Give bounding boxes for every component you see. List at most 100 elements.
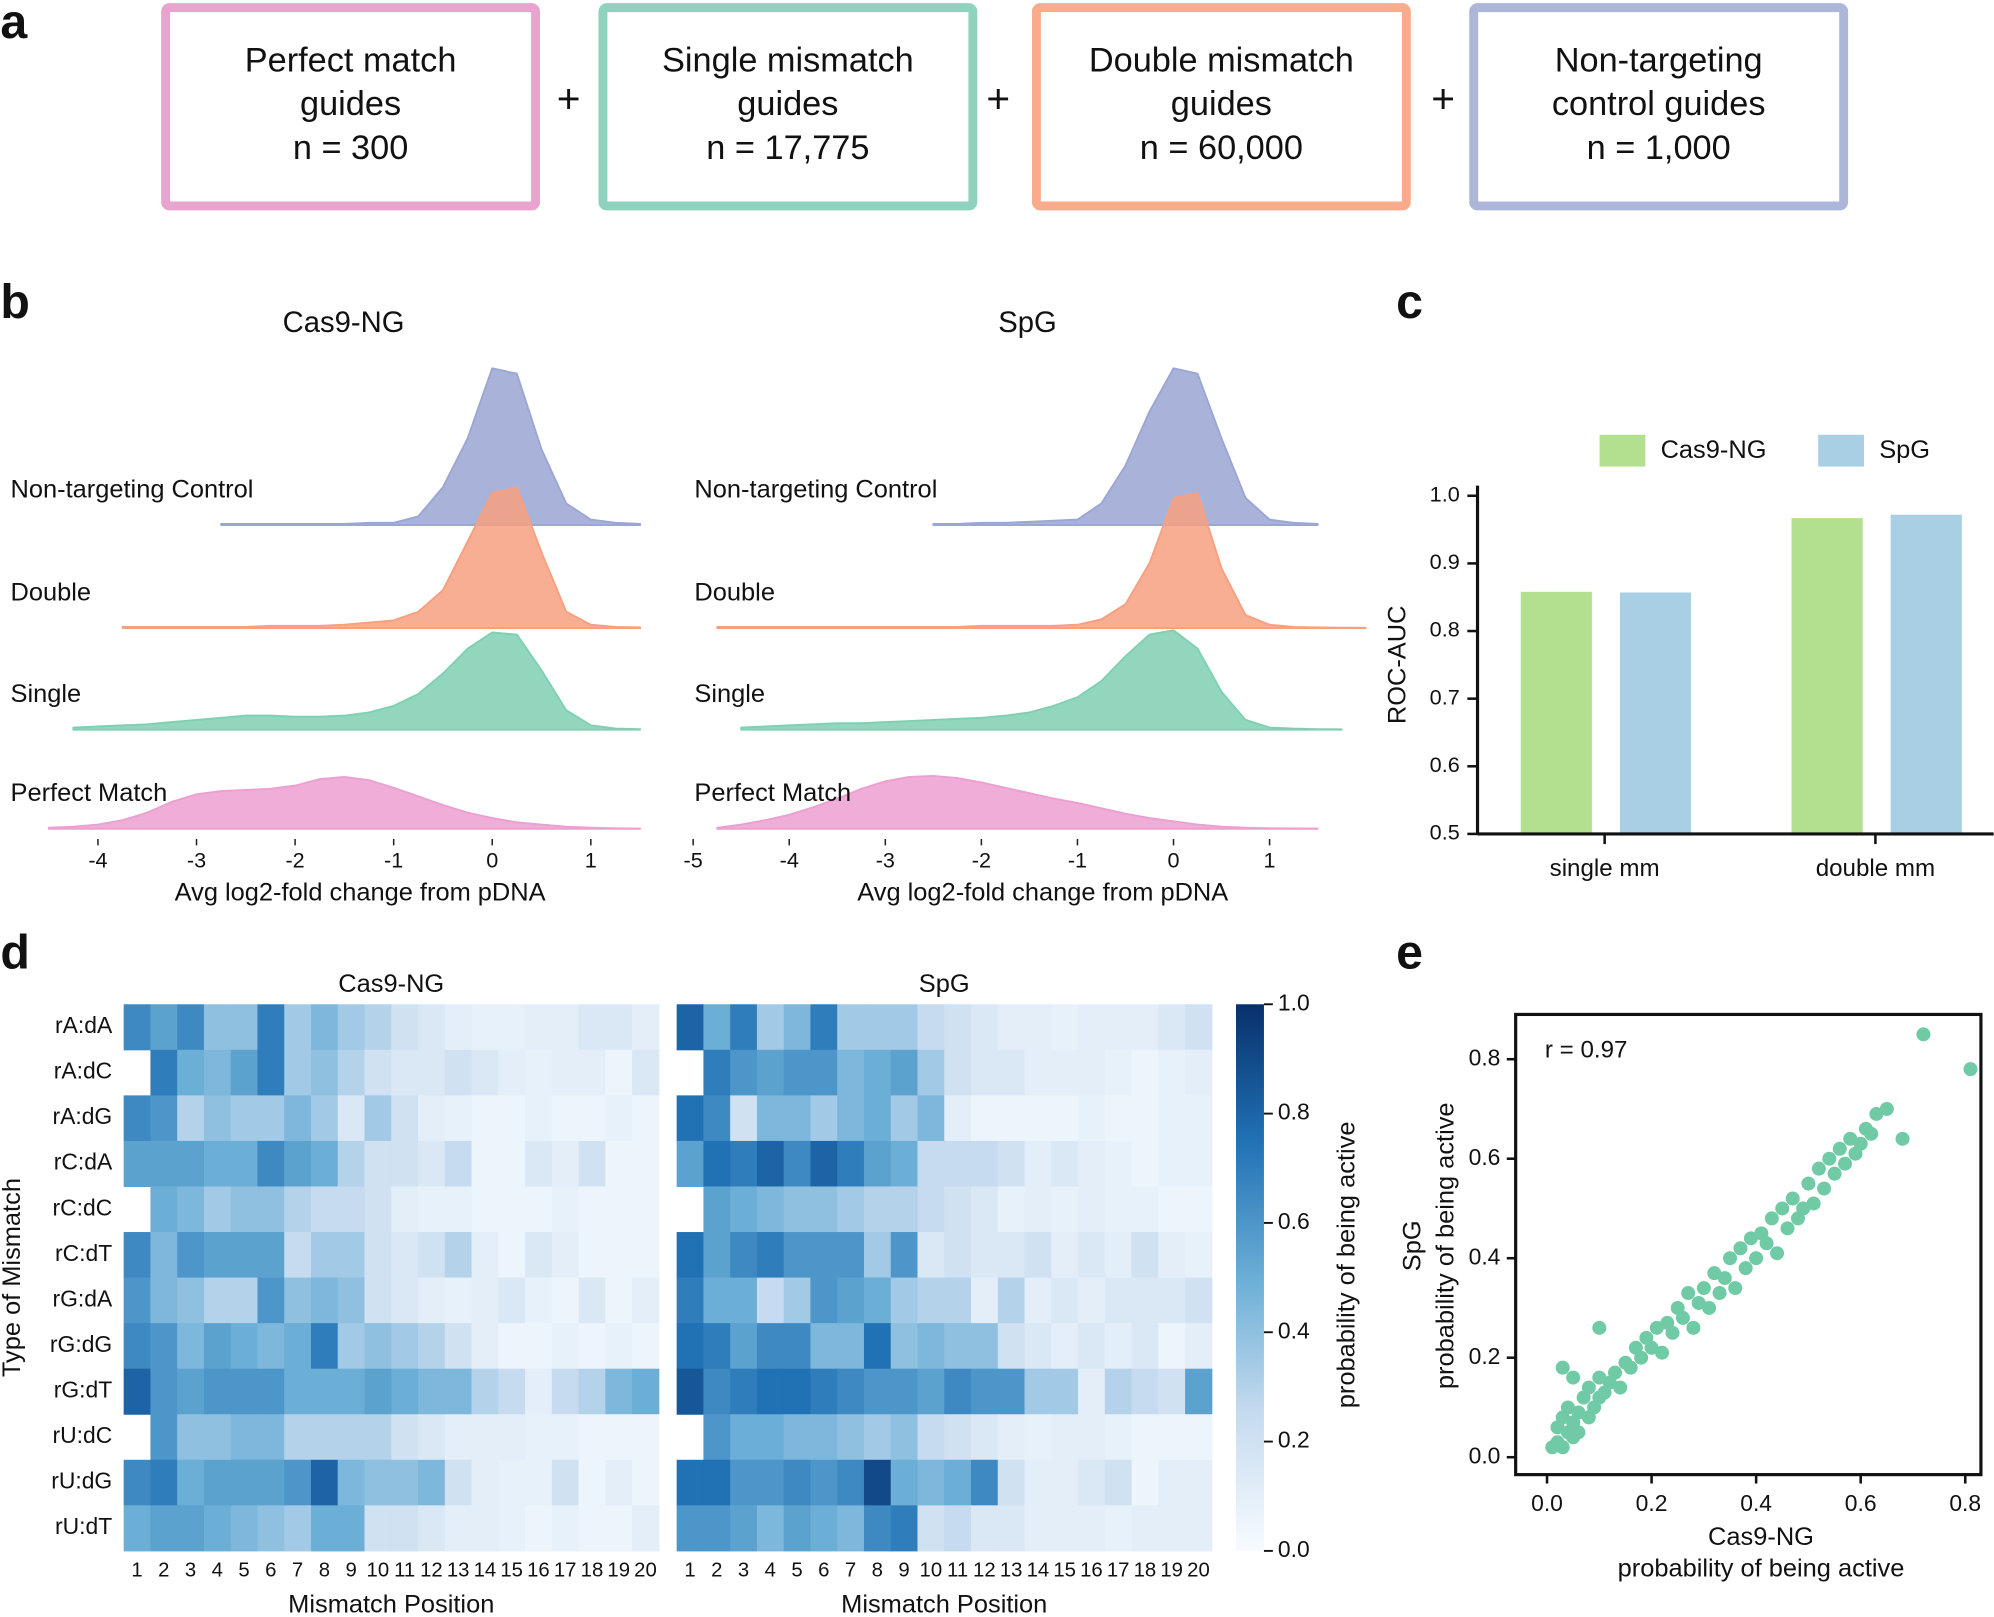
scatter-point xyxy=(1785,1191,1800,1206)
heatmap-cell xyxy=(1051,1368,1079,1415)
heatmap-cell xyxy=(391,1323,419,1370)
x-tick-label: 16 xyxy=(527,1560,550,1582)
heatmap-cell xyxy=(917,1414,945,1461)
scatter-point xyxy=(1581,1380,1596,1395)
heatmap-cell xyxy=(418,1414,446,1461)
heatmap-cell xyxy=(756,1186,785,1233)
heatmap-cell xyxy=(837,1414,865,1461)
heatmap-cell xyxy=(471,1459,499,1506)
heatmap-cell xyxy=(837,1049,865,1096)
scatter-point xyxy=(1749,1251,1764,1266)
heatmap-cell xyxy=(810,1232,838,1279)
heatmap-cell xyxy=(391,1186,419,1233)
x-tick-label: 20 xyxy=(634,1560,657,1582)
heatmap-cell xyxy=(917,1232,945,1279)
heatmap-cell xyxy=(703,1323,731,1370)
y-tick-label: rC:dT xyxy=(55,1240,112,1266)
y-tick-label: 0.5 xyxy=(1430,820,1460,845)
scatter-point xyxy=(1796,1201,1811,1216)
heatmap-cell xyxy=(1078,1049,1106,1096)
scatter-point xyxy=(1738,1261,1753,1276)
heatmap-cell xyxy=(418,1368,446,1415)
heatmap-cell xyxy=(971,1323,999,1370)
heatmap-cell xyxy=(1185,1505,1213,1552)
chart-title: SpG xyxy=(998,307,1056,339)
heatmap-cell xyxy=(230,1095,258,1142)
heatmap-cell xyxy=(944,1140,972,1187)
heatmap-cell xyxy=(1185,1095,1213,1142)
heatmap-cell xyxy=(1104,1277,1133,1324)
heatmap-cell xyxy=(123,1323,151,1370)
x-axis-label: Avg log2-fold change from pDNA xyxy=(857,878,1228,906)
heatmap-cell xyxy=(997,1277,1026,1324)
heatmap-cell xyxy=(471,1232,499,1279)
x-axis-label: Cas9-NG xyxy=(1708,1523,1814,1551)
scatter-point xyxy=(1675,1310,1690,1325)
scatter-point xyxy=(1838,1156,1852,1171)
heatmap-cell xyxy=(391,1368,419,1415)
x-tick-label: 10 xyxy=(920,1560,943,1582)
heatmap-cell xyxy=(471,1368,499,1415)
heatmap-cell xyxy=(310,1323,339,1370)
heatmap-cell xyxy=(944,1004,972,1051)
chart-title: Cas9-NG xyxy=(283,307,405,339)
panel-label: c xyxy=(1396,275,1423,329)
scatter-point xyxy=(1555,1360,1570,1375)
heatmap-cell xyxy=(944,1414,972,1461)
heatmap-cell xyxy=(971,1505,999,1552)
heatmap-cell xyxy=(1158,1414,1186,1461)
heatmap-cell xyxy=(863,1186,892,1233)
heatmap-cell xyxy=(1131,1459,1159,1506)
heatmap-cell xyxy=(525,1459,553,1506)
heatmap-cell xyxy=(203,1232,232,1279)
scatter-point xyxy=(1869,1106,1884,1121)
heatmap-cell xyxy=(150,1414,178,1461)
heatmap-cell xyxy=(1024,1004,1052,1051)
heatmap-cell xyxy=(230,1049,258,1096)
heatmap-cell xyxy=(203,1505,232,1552)
heatmap-cell xyxy=(810,1414,838,1461)
plus-sign: + xyxy=(1431,75,1455,121)
x-tick-label: 0 xyxy=(1168,848,1180,873)
y-tick-label: rU:dC xyxy=(52,1422,112,1448)
x-tick-label: 8 xyxy=(872,1560,883,1582)
heatmap-cell xyxy=(632,1368,660,1415)
heatmap-cell xyxy=(498,1049,526,1096)
colorbar-tick-label: 1.0 xyxy=(1278,989,1310,1015)
heatmap-cell xyxy=(1024,1368,1052,1415)
scatter-point xyxy=(1571,1425,1586,1440)
heatmap-cell xyxy=(756,1368,785,1415)
x-tick-label: -5 xyxy=(684,848,703,873)
heatmap-cell xyxy=(310,1095,339,1142)
heatmap-cell xyxy=(444,1414,473,1461)
heatmap-cell xyxy=(498,1459,526,1506)
y-tick-label: 0.8 xyxy=(1469,1044,1501,1070)
colorbar-label: probability of being active xyxy=(1333,1122,1361,1409)
heatmap-cell xyxy=(444,1505,473,1552)
heatmap-cell xyxy=(756,1277,785,1324)
heatmap-cell xyxy=(123,1095,151,1142)
scatter-point xyxy=(1691,1295,1706,1310)
heatmap-cell xyxy=(471,1140,499,1187)
colorbar-tick-label: 0.4 xyxy=(1278,1317,1310,1343)
heatmap-cell xyxy=(730,1414,758,1461)
chart-title: SpG xyxy=(919,970,970,998)
heatmap-cell xyxy=(1051,1186,1079,1233)
ridge-area xyxy=(932,367,1319,526)
bar xyxy=(1791,518,1863,834)
heatmap-cell xyxy=(810,1095,838,1142)
x-tick-label: 20 xyxy=(1187,1560,1210,1582)
heatmap-cell xyxy=(257,1459,285,1506)
scatter-point xyxy=(1916,1027,1931,1042)
heatmap-cell xyxy=(1185,1368,1213,1415)
heatmap-cell xyxy=(605,1414,633,1461)
heatmap-cell xyxy=(730,1095,758,1142)
heatmap-cell xyxy=(418,1459,446,1506)
heatmap-cell xyxy=(1024,1232,1052,1279)
heatmap-cell xyxy=(605,1323,633,1370)
heatmap-cell xyxy=(1158,1004,1186,1051)
heatmap-cell xyxy=(471,1186,499,1233)
heatmap-cell xyxy=(203,1459,232,1506)
heatmap-cell xyxy=(337,1140,366,1187)
heatmap-cell xyxy=(230,1277,258,1324)
